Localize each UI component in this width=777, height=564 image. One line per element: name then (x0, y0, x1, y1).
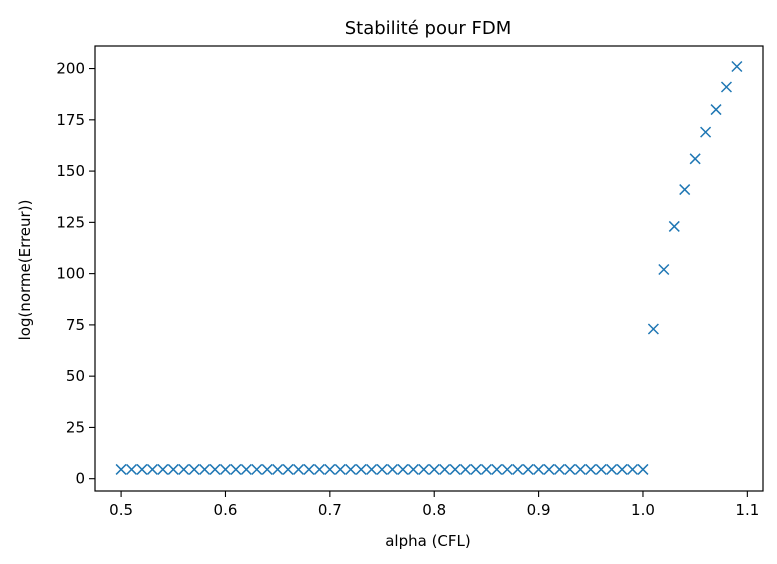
data-point-marker (585, 463, 597, 475)
data-point-marker (460, 463, 472, 475)
x-tick-label: 0.9 (527, 501, 551, 519)
data-point-marker (376, 463, 388, 475)
data-point-marker (710, 104, 722, 116)
data-point-marker (553, 463, 565, 475)
data-point-marker (136, 463, 148, 475)
data-point-marker (543, 463, 555, 475)
data-point-marker (219, 463, 231, 475)
data-point-marker (668, 220, 680, 232)
data-point-marker (209, 463, 221, 475)
data-point-marker (512, 463, 524, 475)
y-tick-label: 175 (56, 111, 85, 129)
data-point-marker (188, 463, 200, 475)
y-tick-label: 0 (75, 470, 85, 488)
data-point-marker (397, 463, 409, 475)
data-point-marker (334, 463, 346, 475)
data-point-marker (230, 463, 242, 475)
x-tick-label: 0.5 (109, 501, 133, 519)
y-tick-label: 125 (56, 213, 85, 231)
data-point-marker (501, 463, 513, 475)
data-point-marker (439, 463, 451, 475)
y-tick-label: 50 (66, 367, 85, 385)
data-point-marker (689, 153, 701, 165)
data-point-marker (428, 463, 440, 475)
x-tick-label: 0.8 (422, 501, 446, 519)
data-point-marker (564, 463, 576, 475)
data-point-marker (574, 463, 586, 475)
x-tick-label: 1.0 (631, 501, 655, 519)
y-tick-label: 25 (66, 418, 85, 436)
data-point-marker (261, 463, 273, 475)
data-point-marker (126, 463, 138, 475)
y-axis-ticks: 0 25 50 75 100 125 150 175 200 (56, 60, 95, 488)
y-tick-label: 150 (56, 162, 85, 180)
data-point-marker (157, 463, 169, 475)
data-point-marker (251, 463, 263, 475)
data-markers (115, 60, 743, 475)
x-axis-label: alpha (CFL) (385, 532, 471, 550)
data-point-marker (199, 463, 211, 475)
data-point-marker (272, 463, 284, 475)
data-point-marker (480, 463, 492, 475)
data-point-marker (449, 463, 461, 475)
data-point-marker (407, 463, 419, 475)
data-point-marker (533, 463, 545, 475)
data-point-marker (595, 463, 607, 475)
y-tick-label: 100 (56, 265, 85, 283)
data-point-marker (324, 463, 336, 475)
data-point-marker (167, 463, 179, 475)
x-tick-label: 0.7 (318, 501, 342, 519)
data-point-marker (115, 463, 127, 475)
data-point-marker (470, 463, 482, 475)
data-point-marker (647, 323, 659, 335)
x-tick-label: 0.6 (214, 501, 238, 519)
data-point-marker (240, 463, 252, 475)
data-point-marker (658, 263, 670, 276)
data-point-marker (282, 463, 294, 475)
x-axis-ticks: 0.5 0.6 0.7 0.8 0.9 1.0 1.1 (109, 491, 759, 519)
y-axis-label: log(norme(Erreur)) (16, 200, 34, 341)
x-tick-label: 1.1 (735, 501, 759, 519)
data-point-marker (293, 463, 305, 475)
data-point-marker (606, 463, 618, 475)
data-point-marker (345, 463, 357, 475)
data-point-marker (679, 184, 691, 196)
data-point-marker (627, 463, 639, 475)
data-point-marker (418, 463, 430, 475)
plot-frame (94, 45, 764, 492)
data-point-marker (178, 463, 190, 475)
y-tick-label: 75 (66, 316, 85, 334)
data-point-marker (731, 60, 743, 73)
data-point-marker (720, 81, 732, 93)
chart-title: Stabilité pour FDM (345, 18, 512, 39)
data-point-marker (616, 463, 628, 475)
data-point-marker (146, 463, 158, 475)
data-point-marker (700, 126, 712, 138)
data-point-marker (366, 463, 378, 475)
data-point-marker (386, 463, 398, 475)
y-tick-label: 200 (56, 60, 85, 78)
data-point-marker (637, 463, 649, 475)
data-point-marker (355, 463, 367, 475)
data-point-marker (303, 463, 315, 475)
data-point-marker (522, 463, 534, 475)
data-point-marker (491, 463, 503, 475)
data-point-marker (313, 463, 325, 475)
